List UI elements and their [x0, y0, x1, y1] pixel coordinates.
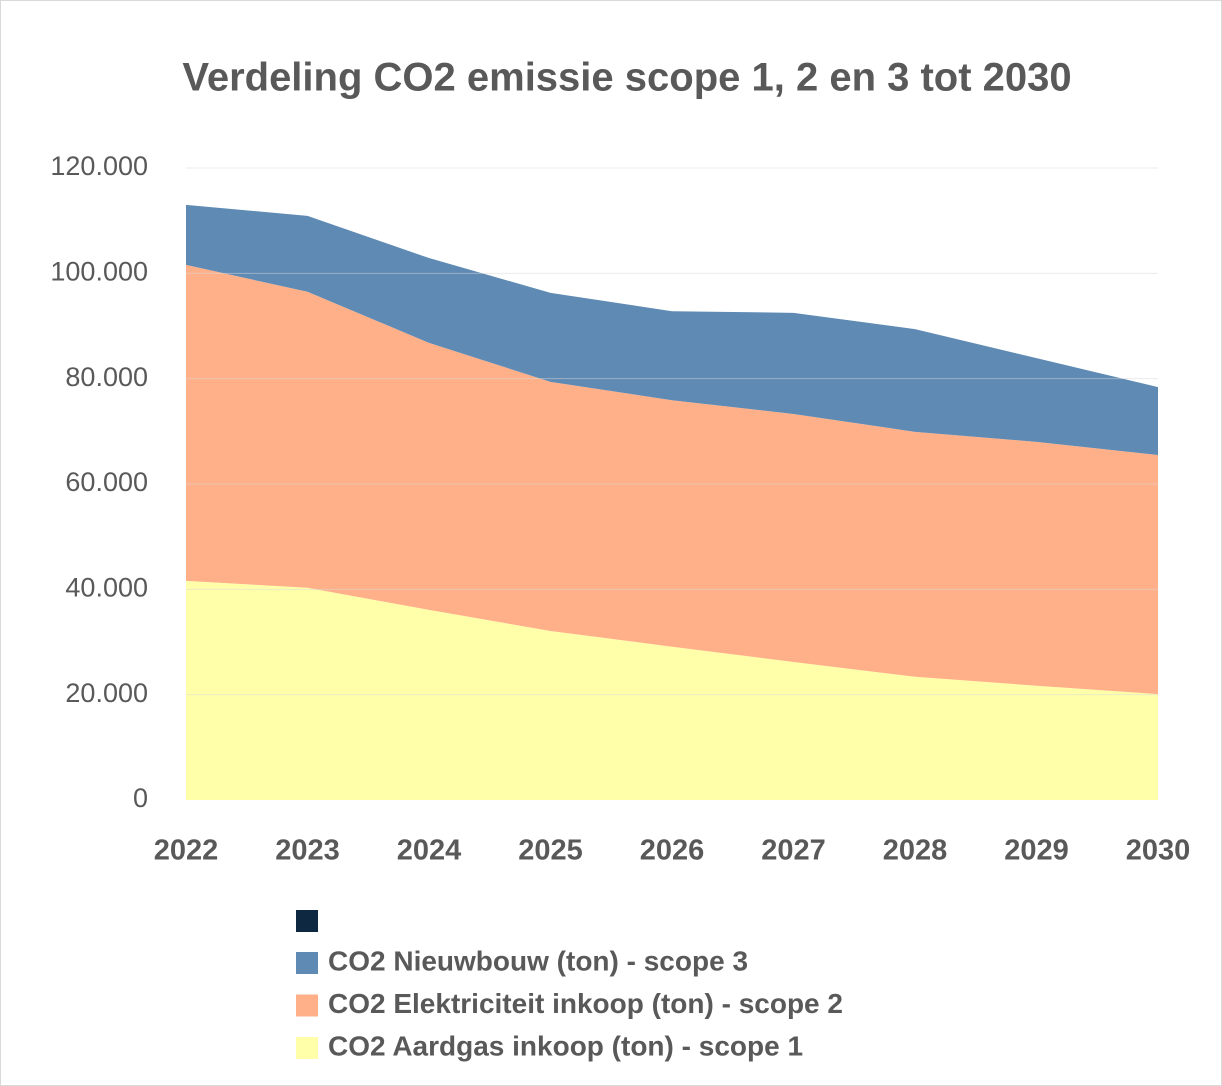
x-tick-label: 2023 — [275, 835, 340, 867]
x-tick-label: 2027 — [761, 835, 826, 867]
legend-label: CO2 Elektriciteit inkoop (ton) - scope 2 — [328, 988, 843, 1019]
y-tick-label: 100.000 — [50, 256, 148, 286]
y-tick-label: 40.000 — [65, 572, 148, 602]
x-tick-label: 2028 — [883, 835, 948, 867]
y-tick-label: 120.000 — [50, 151, 148, 181]
y-tick-label: 0 — [133, 783, 148, 813]
x-tick-label: 2030 — [1126, 835, 1191, 867]
y-tick-label: 20.000 — [65, 678, 148, 708]
legend-marker — [296, 952, 318, 974]
y-tick-label: 60.000 — [65, 467, 148, 497]
y-tick-label: 80.000 — [65, 362, 148, 392]
x-tick-label: 2029 — [1004, 835, 1069, 867]
legend-marker — [296, 910, 318, 932]
x-tick-label: 2024 — [397, 835, 462, 867]
area — [186, 264, 1158, 695]
legend-marker — [296, 994, 318, 1017]
x-tick-label: 2026 — [640, 835, 705, 867]
legend-label: CO2 Aardgas inkoop (ton) - scope 1 — [328, 1030, 803, 1061]
chart-title: Verdeling CO2 emissie scope 1, 2 en 3 to… — [182, 56, 1071, 100]
area — [186, 580, 1158, 800]
x-tick-label: 2022 — [154, 835, 219, 867]
legend-label: CO2 Nieuwbouw (ton) - scope 3 — [328, 945, 748, 976]
legend-marker — [296, 1037, 318, 1059]
x-tick-label: 2025 — [518, 835, 583, 867]
area — [186, 204, 1158, 456]
